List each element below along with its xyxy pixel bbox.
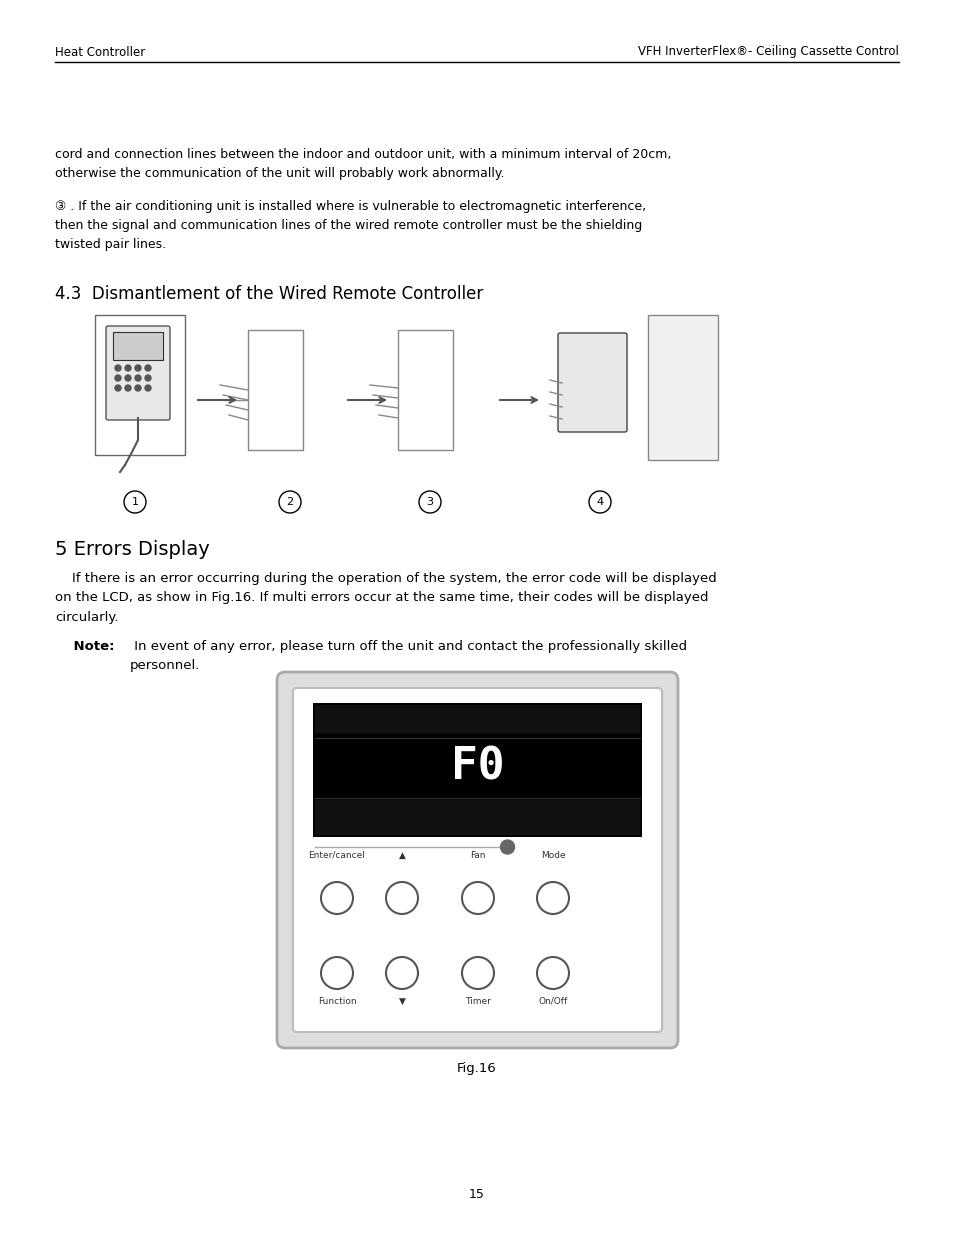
- Text: 2: 2: [286, 496, 294, 508]
- Text: ▼: ▼: [398, 997, 405, 1007]
- Text: Enter/cancel: Enter/cancel: [308, 851, 365, 860]
- Circle shape: [125, 366, 131, 370]
- Circle shape: [145, 375, 151, 382]
- FancyBboxPatch shape: [558, 333, 626, 432]
- FancyBboxPatch shape: [106, 326, 170, 420]
- Text: 1: 1: [132, 496, 138, 508]
- Text: cord and connection lines between the indoor and outdoor unit, with a minimum in: cord and connection lines between the in…: [55, 148, 671, 180]
- Text: 3: 3: [426, 496, 433, 508]
- Text: Fig.16: Fig.16: [456, 1062, 497, 1074]
- FancyBboxPatch shape: [397, 330, 453, 450]
- Circle shape: [500, 840, 514, 853]
- Text: On/Off: On/Off: [537, 997, 567, 1007]
- FancyBboxPatch shape: [647, 315, 718, 459]
- Text: F0: F0: [450, 746, 504, 788]
- FancyBboxPatch shape: [314, 705, 639, 734]
- Circle shape: [145, 385, 151, 391]
- FancyBboxPatch shape: [276, 672, 678, 1049]
- FancyBboxPatch shape: [248, 330, 303, 450]
- Text: In event of any error, please turn off the unit and contact the professionally s: In event of any error, please turn off t…: [130, 640, 686, 673]
- Circle shape: [135, 366, 141, 370]
- Circle shape: [125, 385, 131, 391]
- Text: VFH InverterFlex®- Ceiling Cassette Control: VFH InverterFlex®- Ceiling Cassette Cont…: [638, 46, 898, 58]
- Circle shape: [135, 385, 141, 391]
- Text: 4: 4: [596, 496, 603, 508]
- FancyBboxPatch shape: [95, 315, 185, 454]
- FancyBboxPatch shape: [313, 703, 641, 837]
- Text: Note:: Note:: [55, 640, 114, 653]
- FancyBboxPatch shape: [314, 800, 639, 835]
- Text: If there is an error occurring during the operation of the system, the error cod: If there is an error occurring during th…: [55, 572, 716, 624]
- Text: Heat Controller: Heat Controller: [55, 46, 145, 58]
- Circle shape: [115, 385, 121, 391]
- Text: Fan: Fan: [470, 851, 485, 860]
- FancyBboxPatch shape: [293, 688, 661, 1032]
- Text: ③ . If the air conditioning unit is installed where is vulnerable to electromagn: ③ . If the air conditioning unit is inst…: [55, 200, 645, 251]
- Text: Timer: Timer: [464, 997, 491, 1007]
- Circle shape: [145, 366, 151, 370]
- Text: 5 Errors Display: 5 Errors Display: [55, 540, 210, 559]
- Circle shape: [115, 375, 121, 382]
- FancyBboxPatch shape: [112, 332, 163, 359]
- Text: 4.3  Dismantlement of the Wired Remote Controller: 4.3 Dismantlement of the Wired Remote Co…: [55, 285, 483, 303]
- Circle shape: [125, 375, 131, 382]
- Text: ▲: ▲: [398, 851, 405, 860]
- Circle shape: [115, 366, 121, 370]
- Circle shape: [135, 375, 141, 382]
- Text: 15: 15: [469, 1188, 484, 1202]
- Text: Function: Function: [317, 997, 355, 1007]
- Text: Mode: Mode: [540, 851, 565, 860]
